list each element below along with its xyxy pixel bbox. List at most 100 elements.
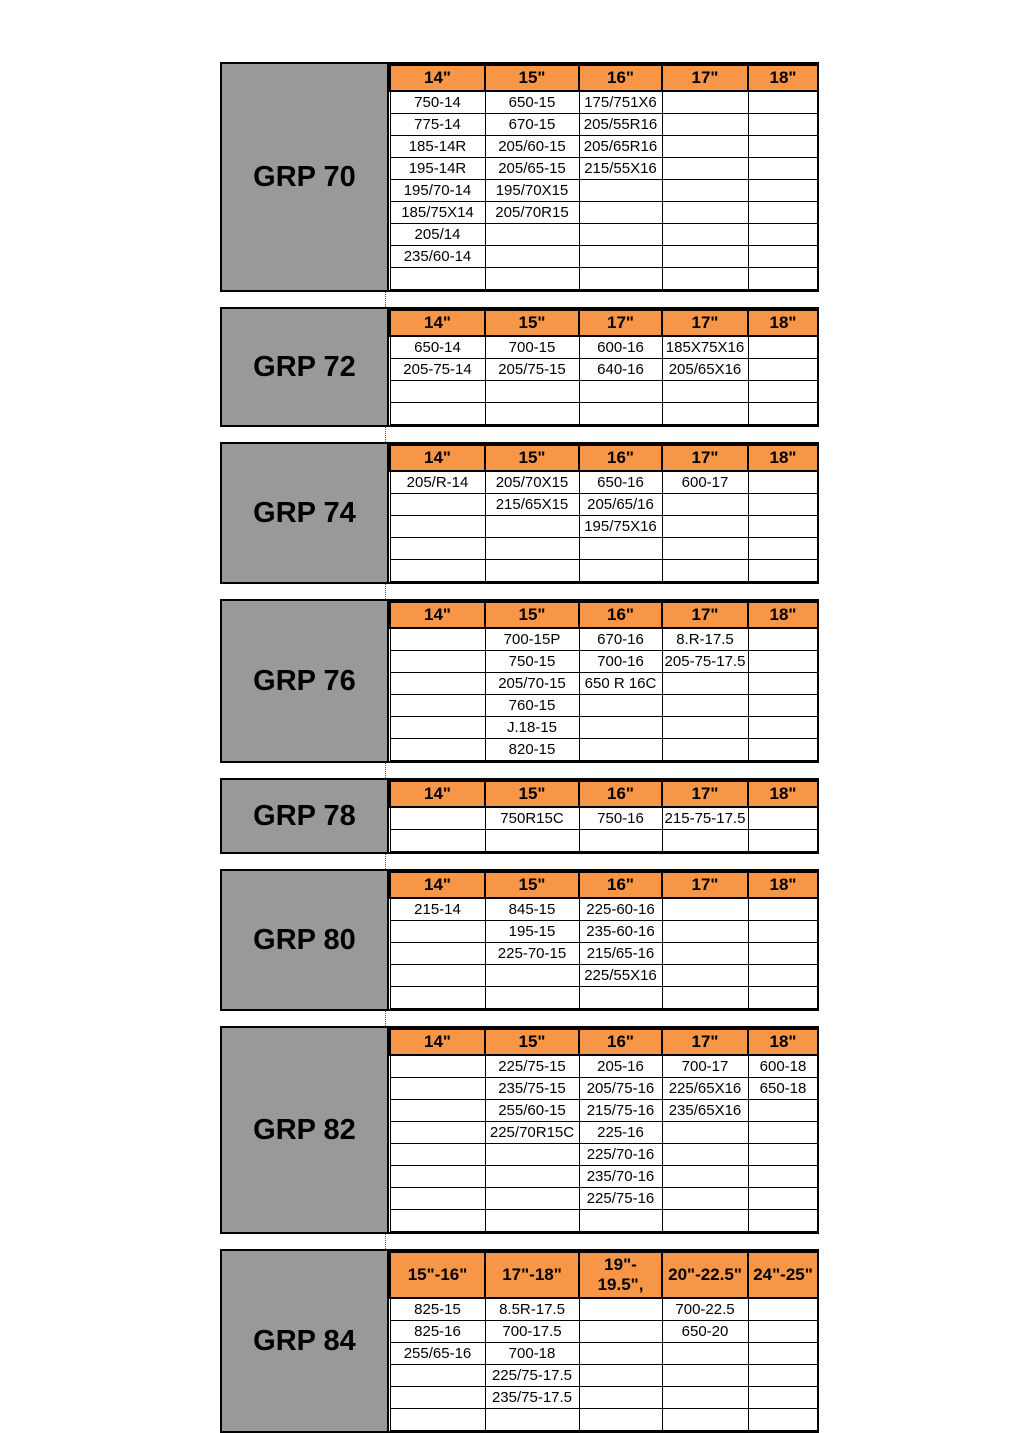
- table-row: 225/75-15 205-16 700-17 600-18: [389, 1054, 819, 1078]
- size-cell: [389, 1099, 486, 1122]
- size-table: 14" 15" 16" 17" 18" 225/75-15 205-16 700-17 600-…: [389, 1028, 819, 1232]
- size-cell: [389, 1165, 486, 1188]
- size-cell: 750R15C: [484, 806, 580, 830]
- size-cell: 8.5R-17.5: [484, 1297, 580, 1321]
- size-cell: [747, 1320, 819, 1343]
- size-cell: [484, 1165, 580, 1188]
- size-cell: [747, 179, 819, 202]
- page-break-dotted-line: [385, 584, 386, 599]
- size-cell: [389, 267, 486, 290]
- column-header: 14": [389, 64, 486, 92]
- table-row: [389, 402, 819, 425]
- size-cell: [484, 515, 580, 538]
- size-cell: 750-16: [578, 806, 663, 830]
- size-cell: [661, 245, 749, 268]
- size-cell: [578, 986, 663, 1009]
- header-row: 14" 15" 16" 17" 18": [389, 1028, 819, 1056]
- size-cell: 650-15: [484, 90, 580, 114]
- size-cell: 205/65X16: [661, 358, 749, 381]
- table-row: [389, 267, 819, 290]
- size-cell: [661, 1386, 749, 1409]
- table-row: 225/55X16: [389, 964, 819, 987]
- table-row: 195/75X16: [389, 515, 819, 538]
- column-header: 14": [389, 871, 486, 899]
- size-cell: [484, 537, 580, 560]
- size-cell: [661, 920, 749, 943]
- size-cell: [747, 559, 819, 582]
- size-cell: [747, 515, 819, 538]
- column-header: 18": [747, 601, 819, 629]
- size-cell: [747, 716, 819, 739]
- size-table: 14" 15" 17" 17" 18" 650-14 700-15 600-16 185X75X…: [389, 309, 819, 425]
- size-cell: [747, 113, 819, 136]
- size-cell: [747, 1121, 819, 1144]
- size-cell: [747, 920, 819, 943]
- size-cell: 195-14R: [389, 157, 486, 180]
- page-break-gap: [220, 427, 819, 442]
- header-row: 14" 15" 16" 17" 18": [389, 444, 819, 472]
- column-header: 15": [484, 601, 580, 629]
- size-cell: 205/60-15: [484, 135, 580, 158]
- column-header: 17": [661, 601, 749, 629]
- size-cell: 205/65/16: [578, 493, 663, 516]
- group-label: GRP 72: [222, 309, 389, 425]
- table-row: [389, 559, 819, 582]
- table-row: 820-15: [389, 738, 819, 761]
- table-row: 215/65X15 205/65/16: [389, 493, 819, 516]
- size-cell: [661, 1165, 749, 1188]
- size-cell: [661, 1364, 749, 1387]
- column-header: 18": [747, 309, 819, 337]
- size-cell: [747, 223, 819, 246]
- size-cell: [747, 650, 819, 673]
- size-cell: [578, 1386, 663, 1409]
- table-row: [389, 829, 819, 852]
- size-cell: 845-15: [484, 897, 580, 921]
- size-cell: 700-15P: [484, 627, 580, 651]
- size-cell: [747, 986, 819, 1009]
- size-table: 14" 15" 16" 17" 18" 750-14 650-15 175/751X6 775-…: [389, 64, 819, 290]
- size-cell: 235/75-17.5: [484, 1386, 580, 1409]
- size-cell: [389, 493, 486, 516]
- group-label: GRP 74: [222, 444, 389, 582]
- size-cell: [578, 537, 663, 560]
- group-label: GRP 70: [222, 64, 389, 290]
- size-cell: [747, 402, 819, 425]
- table-row: [389, 1408, 819, 1431]
- size-cell: [747, 829, 819, 852]
- size-cell: 650 R 16C: [578, 672, 663, 695]
- size-cell: [389, 515, 486, 538]
- table-row: 195-15 235-60-16: [389, 920, 819, 943]
- size-cell: [484, 559, 580, 582]
- size-cell: 215/65-16: [578, 942, 663, 965]
- size-cell: 750-14: [389, 90, 486, 114]
- size-cell: 235/65X16: [661, 1099, 749, 1122]
- size-cell: [661, 829, 749, 852]
- size-cell: [747, 942, 819, 965]
- size-cell: 215/55X16: [578, 157, 663, 180]
- table-row: 750-14 650-15 175/751X6: [389, 90, 819, 114]
- size-cell: [389, 627, 486, 651]
- column-header: 17": [661, 1028, 749, 1056]
- size-cell: [747, 1364, 819, 1387]
- size-cell: [747, 267, 819, 290]
- size-cell: [661, 380, 749, 403]
- size-cell: [747, 672, 819, 695]
- group-table-grp-72: GRP 72 14" 15" 17" 17" 18" 650-14 700-15 600-16 1…: [220, 307, 819, 427]
- size-cell: [747, 1143, 819, 1166]
- table-row: 185/75X14 205/70R15: [389, 201, 819, 224]
- size-cell: [661, 493, 749, 516]
- group-label: GRP 82: [222, 1028, 389, 1232]
- size-cell: J.18-15: [484, 716, 580, 739]
- column-header: 16": [578, 64, 663, 92]
- table-row: 225/75-16: [389, 1187, 819, 1210]
- size-cell: [661, 515, 749, 538]
- size-cell: [661, 223, 749, 246]
- column-header: 16": [578, 871, 663, 899]
- size-cell: 700-17: [661, 1054, 749, 1078]
- table-row: 750R15C 750-16 215-75-17.5: [389, 806, 819, 830]
- size-cell: 650-20: [661, 1320, 749, 1343]
- size-cell: [484, 1143, 580, 1166]
- size-cell: 700-15: [484, 335, 580, 359]
- size-cell: [747, 1165, 819, 1188]
- table-row: 700-15P 670-16 8.R-17.5: [389, 627, 819, 651]
